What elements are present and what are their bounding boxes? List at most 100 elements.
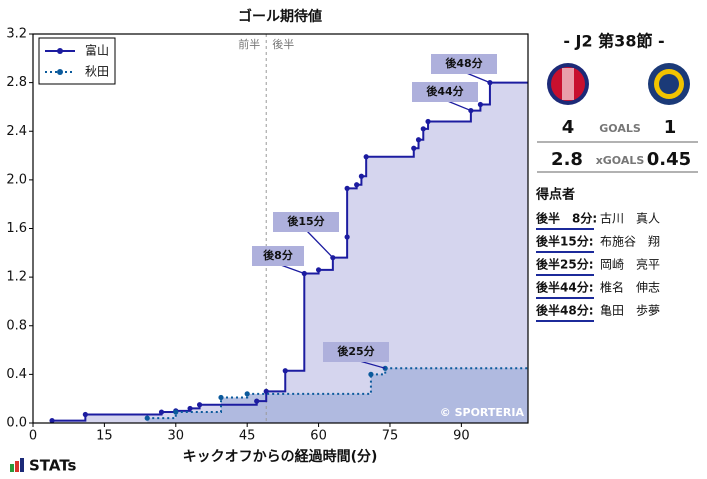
scorer-name: 岡崎 亮平 [600,257,660,272]
step-segment [332,237,349,259]
marker [144,415,150,421]
x-tick-label: 45 [239,429,256,444]
y-tick-label: 3.2 [6,27,27,42]
step-segment [266,370,287,393]
step-segment [247,374,372,395]
y-tick-label: 1.6 [6,221,27,236]
away-logo [648,63,690,105]
marker [315,267,322,273]
step-segment [221,393,249,399]
y-tick-label: 2.8 [6,75,27,90]
xg-label: xGOALS [596,154,645,167]
legend-label: 秋田 [85,65,109,79]
step-segment [85,412,163,416]
scorer-time: 後半25分: [536,257,594,272]
marker [477,101,484,108]
step-segment [318,257,334,271]
legend-marker [57,48,63,54]
goals-label: GOALS [599,122,641,135]
marker [344,185,350,191]
scorer-name: 布施谷 翔 [600,235,660,249]
marker [415,137,422,143]
step-segment [285,273,306,372]
home-goals: 4 [562,117,575,138]
marker [244,391,250,397]
step-segment [175,397,223,414]
step-segment [361,156,368,178]
annotation-arrow [305,229,334,259]
home-xg: 2.8 [551,149,583,170]
marker [282,368,288,374]
legend-label: 富山 [85,43,109,58]
x-tick-label: 15 [96,429,113,444]
chart-title: ゴール期待値 [238,8,322,25]
scorer-name: 椎名 伸志 [600,280,660,295]
marker [354,182,360,188]
marker [158,409,165,415]
marker [196,402,203,408]
annotation-box [323,342,389,362]
legend-marker [57,69,63,75]
half-label: 後半 [272,37,294,51]
half-label: 前半 [238,37,260,51]
round: - J2 第38節 - [563,32,664,51]
x-tick-label: 75 [382,429,399,444]
logo-text: STATs [29,457,77,475]
marker [368,371,374,377]
x-tick-label: 60 [310,429,327,444]
x-axis-label: キックオフからの経過時間(分) [183,448,378,465]
legend-box [38,37,116,85]
annotation: 後8分 [263,248,293,262]
scorers-title: 得点者 [535,187,575,203]
area [52,82,529,423]
away-goals: 1 [664,117,677,138]
scorer-time: 後半48分: [536,303,594,318]
annotation-box [273,212,339,232]
annotation-box [412,82,478,102]
step-segment [256,391,268,403]
marker [173,409,179,415]
step-segment [480,82,491,106]
annotation-box [431,54,497,74]
marker [363,154,369,160]
footer-logo: STATs [10,457,77,475]
marker [425,118,431,125]
marker [218,394,224,401]
x-tick-label: 90 [453,429,470,444]
y-tick-label: 2.4 [6,124,27,139]
marker [411,145,417,151]
away-xg: 0.45 [647,149,691,170]
annotation: 後44分 [426,84,463,98]
area [147,368,528,423]
watermark: © SPORTERIA [440,406,525,419]
step-segment [52,414,87,422]
marker [82,411,88,418]
x-tick-label: 0 [29,429,37,444]
step-segment [428,110,472,123]
marker [49,417,55,424]
scorer-time: 後半15分: [536,234,594,249]
y-tick-label: 0.8 [6,318,27,333]
marker [420,126,426,132]
marker [254,398,260,404]
marker [187,405,193,412]
scorer-time: 後半44分: [536,280,594,295]
annotation-box [252,246,304,266]
home-logo [547,63,589,105]
annotation: 後15分 [287,214,324,228]
y-tick-label: 2.0 [6,172,27,187]
marker [358,173,365,179]
marker [263,388,269,394]
y-tick-label: 1.2 [6,270,27,285]
scorer-name: 古川 真人 [600,211,660,226]
y-tick-label: 0.0 [6,416,27,431]
annotation: 後25分 [337,344,374,358]
scorer-time: 後半 8分: [536,211,597,226]
panel: - J2 第38節 - 4 GOALS 1 2.8 xGOALS 0.45 得点… [535,32,698,322]
marker [344,234,350,240]
x-tick-label: 30 [168,429,185,444]
annotation: 後48分 [445,56,482,70]
scorer-name: 亀田 歩夢 [600,303,660,318]
